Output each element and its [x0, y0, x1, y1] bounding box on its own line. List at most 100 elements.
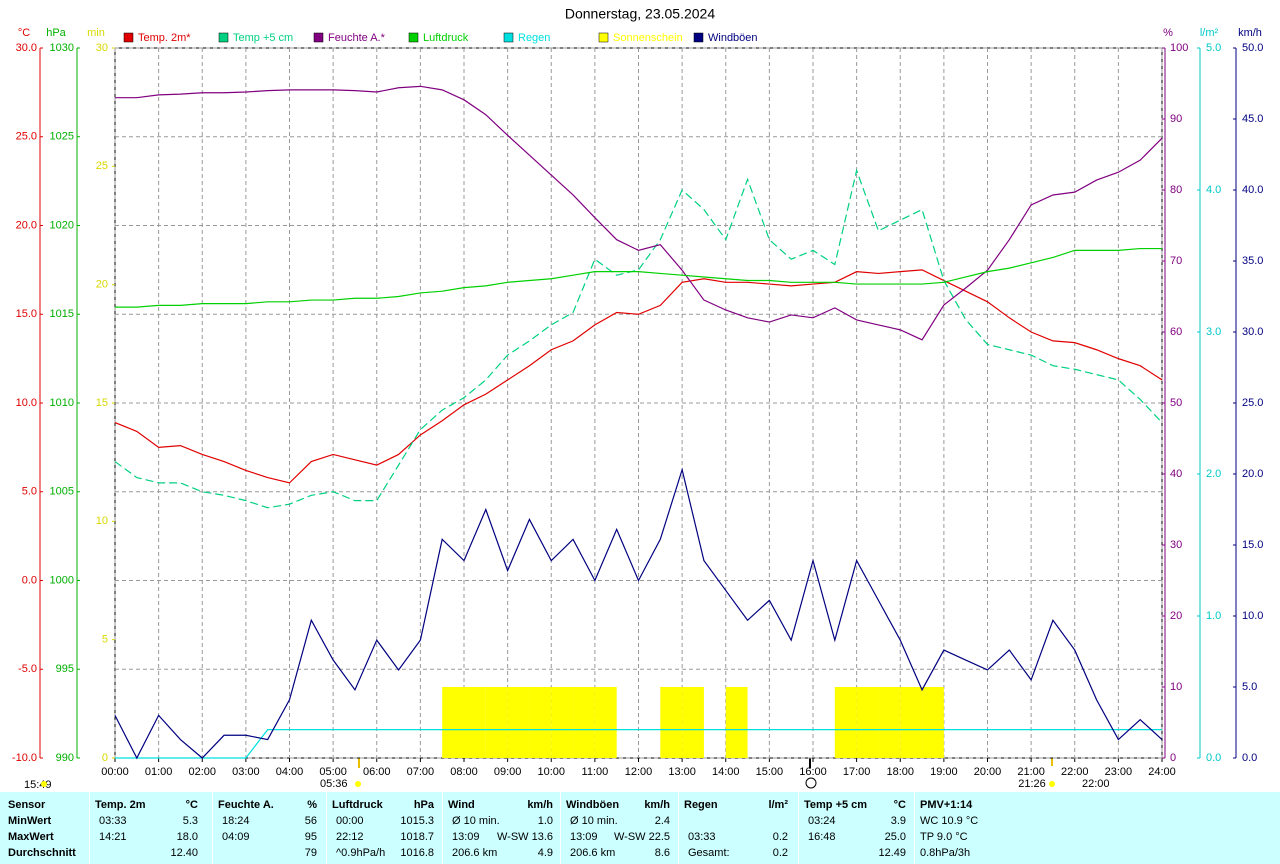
x-tick-label: 05:00	[319, 766, 347, 778]
separator	[326, 792, 327, 864]
sunshine-bar	[878, 687, 901, 758]
cell-time: 00:00	[336, 815, 364, 827]
x-tick-label: 23:00	[1105, 766, 1133, 778]
series-line	[114, 467, 1163, 760]
cell-time: Ø 10 min.	[570, 815, 618, 827]
y-tick-label: 70	[1170, 255, 1182, 267]
cell-value: 0.2	[772, 831, 788, 843]
sunshine-bar	[725, 687, 748, 758]
y-tick-label: 60	[1170, 326, 1182, 338]
y-tick-label: 80	[1170, 184, 1182, 196]
cell-value: W-SW 13.6	[496, 831, 553, 843]
y-tick-label: 995	[56, 663, 74, 675]
sun-icon	[41, 781, 47, 787]
x-tick-label: 17:00	[843, 766, 871, 778]
update-time: 15:49	[24, 779, 52, 791]
y-tick-label: 5.0	[1242, 681, 1257, 693]
cell-value: W-SW 22.5	[613, 831, 670, 843]
axis-label: °C	[18, 27, 30, 39]
separator	[89, 792, 90, 864]
axis-label: min	[87, 27, 105, 39]
y-tick-label: 25.0	[1242, 397, 1263, 409]
y-tick-label: 990	[56, 752, 74, 764]
legend-label: Luftdruck	[423, 32, 469, 44]
header: Windböen	[566, 799, 620, 811]
x-tick-label: 01:00	[145, 766, 173, 778]
y-tick-label: 40.0	[1242, 184, 1263, 196]
x-tick-label: 00:00	[101, 766, 129, 778]
y-tick-label: 5.0	[1206, 42, 1221, 54]
cell-value: 0.2	[772, 847, 788, 859]
y-tick-label: 1025	[50, 131, 74, 143]
y-tick-label: 20.0	[16, 219, 37, 231]
separator	[678, 792, 679, 864]
legend-swatch	[503, 32, 514, 43]
y-tick-label: 50	[1170, 397, 1182, 409]
y-tick-label: 0.0	[1242, 752, 1257, 764]
sun-icon	[355, 781, 361, 787]
moon-icon	[805, 777, 817, 789]
y-tick-label: 10	[1170, 681, 1182, 693]
y-tick-label: 0.0	[22, 574, 37, 586]
x-tick-label: 03:00	[232, 766, 260, 778]
y-tick-label: 4.0	[1206, 184, 1221, 196]
y-tick-label: 15.0	[16, 308, 37, 320]
series-line	[115, 728, 1162, 759]
y-tick-label: 90	[1170, 113, 1182, 125]
y-tick-label: 10.0	[1242, 610, 1263, 622]
x-tick-label: 09:00	[494, 766, 522, 778]
chart-title: Donnerstag, 23.05.2024	[565, 6, 715, 22]
series-line	[114, 269, 1163, 484]
moonset: 22:00	[1082, 778, 1110, 790]
x-tick-label: 04:00	[276, 766, 304, 778]
cell-value: 12.49	[878, 847, 906, 859]
separator	[212, 792, 213, 864]
header-unit: %	[307, 799, 317, 811]
legend-label: Regen	[518, 32, 550, 44]
cell-value: 1.0	[537, 815, 553, 827]
row-label: MinWert	[8, 815, 52, 827]
cell-value: 4.9	[537, 847, 553, 859]
y-tick-label: 25.0	[16, 131, 37, 143]
y-tick-label: 20.0	[1242, 468, 1263, 480]
cell-time: 14:21	[99, 831, 127, 843]
sunrise-marker	[358, 758, 360, 768]
y-tick-label: 1000	[50, 574, 74, 586]
header-unit: l/m²	[768, 799, 788, 811]
sunshine-bar	[551, 687, 574, 758]
y-tick-label: 2.0	[1206, 468, 1221, 480]
separator	[560, 792, 561, 864]
legend-label: Sonnenschein	[613, 32, 683, 44]
cell-value: 95	[304, 831, 317, 843]
sunshine-bar	[834, 687, 857, 758]
y-tick-label: 0.0	[1206, 752, 1221, 764]
y-tick-label: 15	[96, 397, 108, 409]
now-marker	[809, 752, 811, 768]
cell-value: 18.0	[176, 831, 198, 843]
y-tick-label: 15.0	[1242, 539, 1263, 551]
y-tick-label: 10.0	[16, 397, 37, 409]
cell-value: 8.6	[654, 847, 670, 859]
x-tick-label: 15:00	[756, 766, 784, 778]
y-tick-label: 35.0	[1242, 255, 1263, 267]
sunshine-bar	[900, 687, 923, 758]
cell-time: 18:24	[222, 815, 250, 827]
sunset-marker	[1051, 752, 1053, 766]
sunshine-bar	[922, 687, 944, 758]
y-tick-label: 40	[1170, 468, 1182, 480]
series-line	[115, 247, 1162, 308]
cell-time: 16:48	[808, 831, 836, 843]
x-tick-label: 08:00	[450, 766, 478, 778]
axis-label: km/h	[1238, 27, 1262, 39]
header-unit: km/h	[527, 799, 553, 811]
header-unit: hPa	[413, 799, 434, 811]
y-tick-label: 1020	[50, 219, 74, 231]
cell-time: ^0.9hPa/h	[336, 847, 386, 859]
series-line	[115, 85, 1163, 341]
sunshine-bar	[529, 687, 552, 758]
y-tick-label: 5	[102, 634, 108, 646]
y-tick-label: 25	[96, 160, 108, 172]
header-unit: km/h	[644, 799, 670, 811]
cell-value: 1016.8	[400, 847, 434, 859]
sunshine-bar	[507, 687, 530, 758]
